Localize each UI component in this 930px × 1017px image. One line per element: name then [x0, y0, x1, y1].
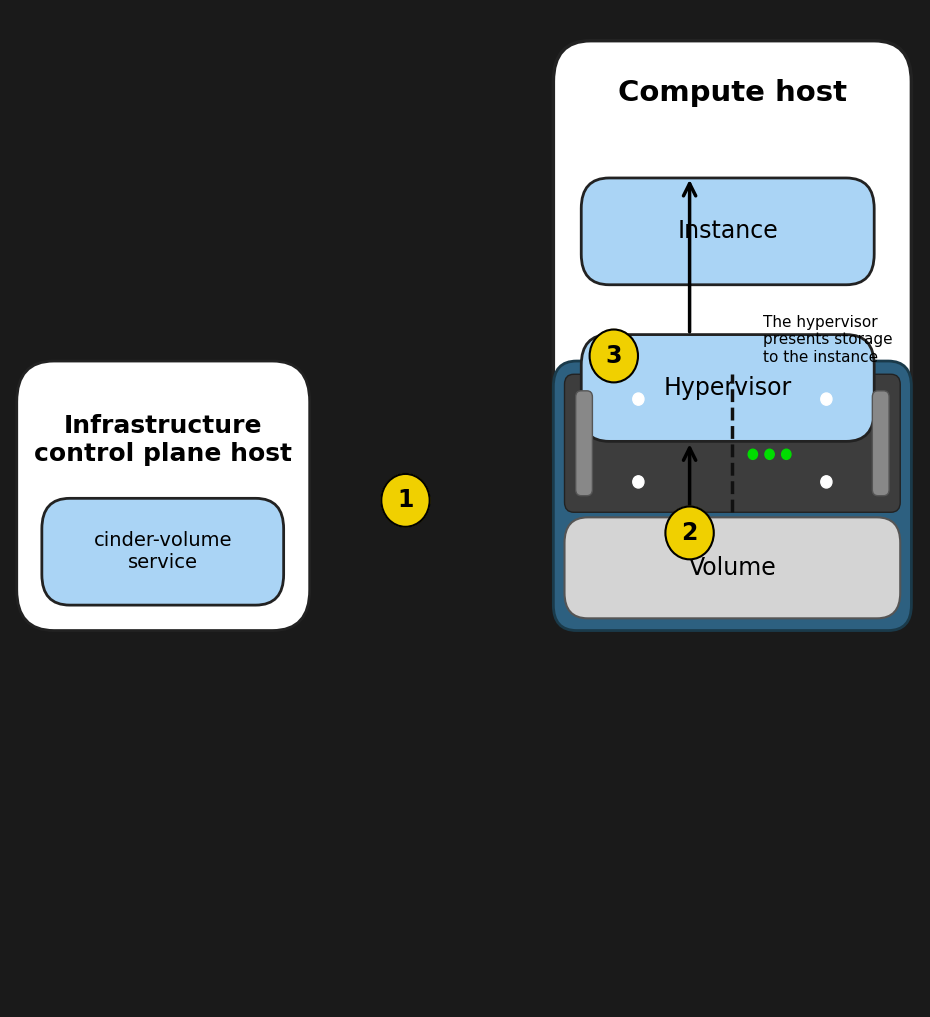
Circle shape: [748, 450, 757, 460]
Circle shape: [590, 330, 638, 382]
Text: Volume: Volume: [688, 556, 777, 580]
Text: The hypervisor
presents storage
to the instance: The hypervisor presents storage to the i…: [763, 315, 892, 364]
FancyBboxPatch shape: [576, 391, 592, 495]
FancyBboxPatch shape: [565, 518, 900, 618]
Circle shape: [632, 393, 644, 405]
Text: 1: 1: [397, 488, 414, 513]
FancyBboxPatch shape: [553, 41, 911, 493]
Text: Compute host: Compute host: [618, 79, 847, 108]
FancyBboxPatch shape: [581, 335, 874, 441]
FancyBboxPatch shape: [553, 361, 911, 631]
Text: 2: 2: [682, 521, 698, 545]
Circle shape: [821, 476, 832, 488]
FancyBboxPatch shape: [581, 178, 874, 285]
Circle shape: [632, 476, 644, 488]
Circle shape: [666, 506, 714, 559]
Circle shape: [764, 450, 774, 460]
FancyBboxPatch shape: [872, 391, 889, 495]
Circle shape: [821, 393, 832, 405]
FancyBboxPatch shape: [17, 361, 310, 631]
Text: cinder-volume
service: cinder-volume service: [94, 531, 232, 573]
Text: Infrastructure
control plane host: Infrastructure control plane host: [34, 414, 292, 466]
Circle shape: [781, 450, 790, 460]
FancyBboxPatch shape: [42, 498, 284, 605]
FancyBboxPatch shape: [565, 374, 900, 513]
Circle shape: [381, 474, 430, 527]
Text: Hypervisor: Hypervisor: [664, 376, 791, 400]
Text: 3: 3: [605, 344, 622, 368]
Text: Instance: Instance: [677, 220, 778, 243]
